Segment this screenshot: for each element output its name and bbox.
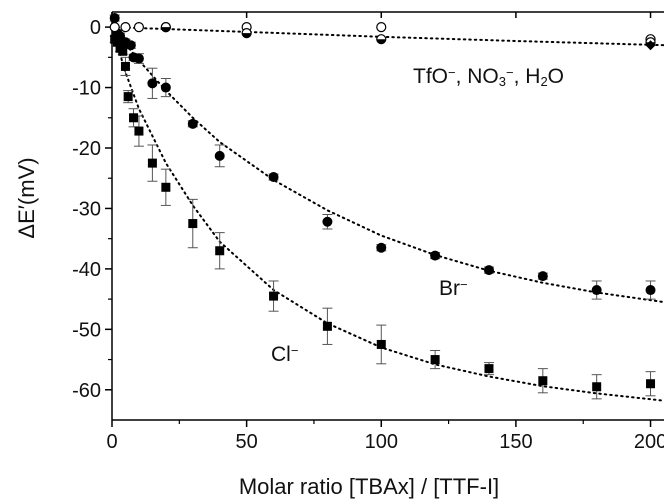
data-point-square	[538, 376, 548, 386]
annotation-part: −	[506, 65, 514, 80]
data-point-half-fill	[242, 33, 252, 38]
data-point-square	[129, 113, 139, 123]
x-tick-label: 0	[106, 431, 117, 453]
tick-labels: 0 50 100 150 200 0 -10 -20 -30 -40 -50 -60	[72, 17, 664, 453]
data-point-square	[376, 339, 386, 349]
data-point-square	[118, 46, 128, 56]
annotation-br: Br−	[439, 277, 468, 300]
y-tick-label: -40	[72, 259, 101, 281]
data-point-half-fill	[376, 39, 386, 44]
y-tick-label: -50	[72, 319, 101, 341]
data-point-square	[134, 126, 144, 136]
data-point-square	[215, 246, 225, 256]
data-point-square	[646, 379, 656, 389]
data-point-circle	[125, 40, 136, 51]
axes	[105, 11, 664, 427]
annotation-neutral: TfO−, NO3−, H2O	[413, 65, 564, 89]
data-point-circle	[268, 172, 279, 183]
data-point-circle	[147, 78, 158, 89]
data-point-circle	[645, 285, 656, 296]
y-tick-label: -20	[72, 138, 101, 160]
y-axis-title: ΔE′(mV)	[14, 157, 39, 238]
data-point-circle	[376, 242, 387, 253]
annotation-part: O	[548, 65, 564, 88]
x-tick-label: 200	[634, 431, 664, 453]
fit-curve	[111, 26, 664, 304]
data-point-square	[592, 382, 602, 392]
data-point-square	[112, 37, 122, 47]
data-point-circle	[214, 150, 225, 161]
data-point-circle	[537, 271, 548, 282]
data-point-circle	[133, 53, 144, 64]
data-point-square	[188, 219, 198, 229]
fit-curve	[111, 26, 664, 402]
data-point-diamond	[645, 40, 656, 51]
annotation-part: 3	[499, 74, 506, 89]
data-point-circle	[322, 216, 333, 227]
fit-curve	[111, 26, 664, 47]
data-point-square	[430, 355, 440, 365]
data-point-circle	[430, 250, 441, 261]
annotation-part: , H	[514, 65, 541, 88]
y-tick-label: -60	[72, 380, 101, 402]
data-point-square	[161, 182, 171, 192]
data-point-circle	[160, 82, 171, 93]
annotation-part: TfO	[413, 65, 448, 88]
annotation-part: , NO	[456, 65, 499, 88]
data-point-square	[120, 61, 130, 71]
annotation-part: Cl	[271, 343, 291, 366]
annotation-cl: Cl−	[271, 343, 298, 366]
data-point-circle	[187, 118, 198, 129]
annotation-part: Br	[439, 277, 460, 300]
data-point-square	[123, 92, 133, 102]
y-tick-label: -10	[72, 78, 101, 100]
data-point-circle	[591, 285, 602, 296]
data-point-open-circle	[376, 22, 387, 33]
data-point-half-fill	[161, 27, 171, 32]
y-tick-label: 0	[90, 17, 101, 39]
data-point-circle	[483, 265, 494, 276]
fit-curves	[111, 26, 664, 402]
data-point-open-circle	[109, 22, 120, 33]
y-tick-label: -30	[72, 198, 101, 220]
data-point-circle	[109, 13, 120, 24]
annotation-part: −	[291, 343, 299, 358]
data-point-square	[322, 321, 332, 331]
x-axis-title: Molar ratio [TBAx] / [TTF-I]	[239, 474, 499, 499]
annotation-part: 2	[540, 74, 547, 89]
data-point-square	[484, 364, 494, 374]
data-points	[109, 13, 656, 392]
data-point-square	[147, 158, 157, 168]
data-point-open-circle	[133, 22, 145, 33]
annotation-part: −	[460, 277, 468, 292]
annotation-part: −	[448, 65, 456, 80]
x-tick-label: 150	[499, 431, 532, 453]
data-point-square	[269, 291, 279, 301]
x-tick-label: 100	[365, 431, 398, 453]
x-tick-label: 50	[236, 431, 258, 453]
data-point-open-circle	[120, 22, 131, 33]
